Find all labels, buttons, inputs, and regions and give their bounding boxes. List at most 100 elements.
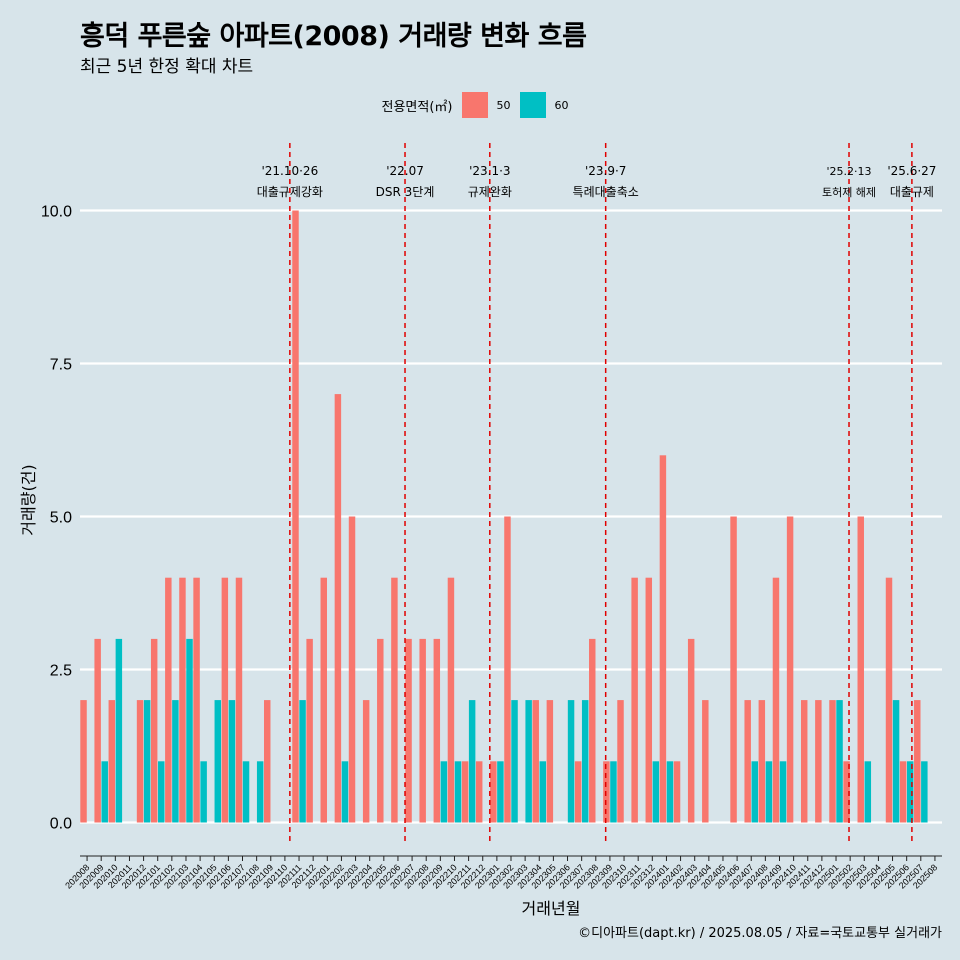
- bar: [80, 700, 87, 823]
- bar: [497, 761, 504, 823]
- bar: [730, 516, 737, 823]
- bar: [150, 638, 158, 823]
- bar: [193, 577, 200, 823]
- bar: [666, 761, 674, 823]
- bar: [758, 700, 766, 823]
- event-label: 규제완화: [468, 185, 512, 199]
- bar: [885, 577, 893, 823]
- y-axis-title: 거래량(건): [19, 464, 38, 535]
- bar: [172, 700, 179, 823]
- source-caption: ©디아파트(dapt.kr) / 2025.08.05 / 자료=국토교통부 실…: [578, 926, 942, 941]
- bar: [687, 638, 695, 823]
- bar: [158, 761, 165, 823]
- bar: [574, 761, 582, 823]
- bar: [362, 700, 370, 823]
- bar: [143, 700, 151, 823]
- legend-title: 전용면적(㎡): [381, 99, 453, 115]
- bar: [751, 761, 758, 823]
- event-date-label: '22.07: [386, 164, 424, 178]
- legend-swatch-50: [462, 92, 489, 118]
- bar: [765, 761, 773, 823]
- event-label: DSR 3단계: [376, 185, 435, 199]
- event-label: 토허제 해제: [822, 185, 876, 199]
- bar: [377, 638, 384, 823]
- bar: [179, 577, 186, 823]
- bar: [264, 700, 271, 823]
- bar: [546, 700, 554, 823]
- bar: [504, 516, 511, 823]
- bar: [539, 761, 547, 823]
- event-label: 대출규제: [890, 185, 934, 199]
- bar: [200, 761, 207, 823]
- event-label: 대출규제강화: [257, 185, 323, 199]
- bar: [589, 638, 596, 823]
- bar: [645, 577, 653, 823]
- bar: [115, 638, 123, 823]
- bar: [772, 577, 780, 823]
- bar: [214, 700, 222, 823]
- event-date-label: '21.10·26: [261, 164, 318, 178]
- bar: [744, 700, 751, 823]
- y-tick-label: 5.0: [50, 510, 72, 527]
- bar: [256, 761, 264, 823]
- bar: [511, 700, 518, 823]
- bar: [659, 455, 667, 823]
- legend-label-50: 50: [496, 98, 511, 112]
- bar: [433, 638, 441, 823]
- bar: [631, 577, 638, 823]
- y-tick-label: 2.5: [50, 663, 72, 680]
- bar: [899, 761, 907, 823]
- bar: [921, 761, 928, 823]
- bar: [186, 638, 193, 823]
- bar: [136, 700, 144, 823]
- bar: [405, 638, 412, 823]
- bar: [779, 761, 787, 823]
- bar: [165, 577, 172, 823]
- bar: [652, 761, 660, 823]
- event-label: 특례대출축소: [573, 185, 639, 199]
- bar: [94, 638, 101, 823]
- bar: [454, 761, 462, 823]
- bar: [906, 761, 914, 823]
- bar: [292, 210, 299, 823]
- bar: [702, 700, 709, 823]
- bar: [892, 700, 900, 823]
- chart-subtitle: 최근 5년 한정 확대 차트: [80, 57, 254, 77]
- bar: [108, 700, 116, 823]
- bar: [391, 577, 398, 823]
- bar: [490, 761, 497, 823]
- bar: [348, 516, 356, 823]
- event-date-label: '23.9·7: [585, 164, 626, 178]
- bar: [334, 394, 342, 823]
- y-tick-label: 0.0: [50, 816, 72, 833]
- bar: [815, 700, 822, 823]
- bar: [235, 577, 243, 823]
- bar: [829, 700, 836, 823]
- bar: [532, 700, 539, 823]
- legend-swatch-60: [520, 92, 547, 118]
- bar: [440, 761, 448, 823]
- bar: [468, 700, 476, 823]
- bar: [673, 761, 681, 823]
- bar: [341, 761, 349, 823]
- bar: [857, 516, 864, 823]
- event-date-label: '25.2·13: [827, 165, 872, 178]
- chart-title: 흥덕 푸른숲 아파트(2008) 거래량 변화 흐름: [80, 21, 587, 52]
- bar: [914, 700, 921, 823]
- bar: [610, 761, 617, 823]
- bar: [843, 761, 850, 823]
- bar: [228, 700, 236, 823]
- legend: 전용면적(㎡) 50 60: [0, 92, 960, 118]
- bar: [461, 761, 469, 823]
- bar: [447, 577, 455, 823]
- bar: [221, 577, 229, 823]
- bar: [419, 638, 426, 823]
- bar: [242, 761, 250, 823]
- bar: [525, 700, 532, 823]
- bar: [567, 700, 575, 823]
- bar: [864, 761, 872, 823]
- bar: [836, 700, 843, 823]
- x-axis-title: 거래년월: [522, 899, 581, 918]
- event-date-label: '23.1·3: [469, 164, 510, 178]
